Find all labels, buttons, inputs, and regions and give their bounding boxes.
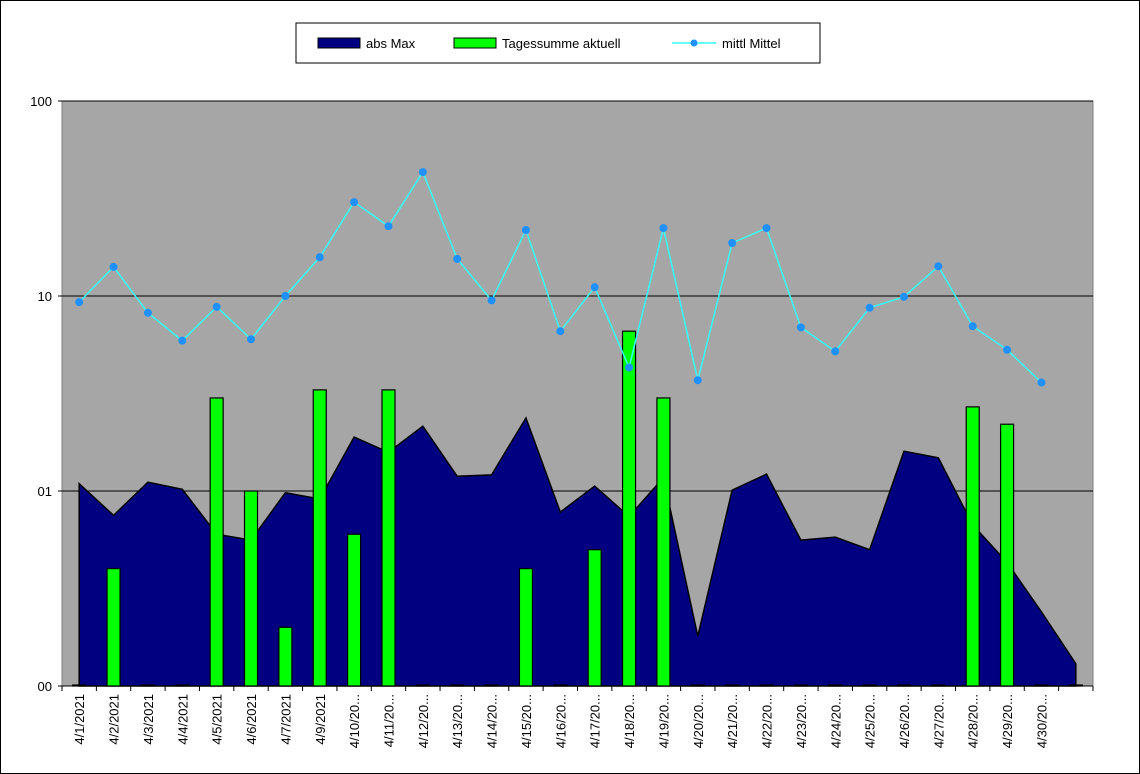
- x-tick-label: 4/29/20...: [1000, 694, 1015, 748]
- marker: [315, 253, 324, 262]
- bar: [621, 330, 637, 687]
- bar: [347, 533, 362, 687]
- marker: [968, 322, 977, 331]
- marker: [831, 347, 840, 356]
- legend-swatch: [690, 39, 698, 47]
- marker: [796, 323, 805, 332]
- marker: [556, 327, 565, 336]
- marker: [453, 254, 462, 263]
- bar: [106, 567, 121, 687]
- x-tick-label: 4/10/20...: [347, 694, 362, 748]
- legend-label: Tagessumme aktuell: [502, 36, 621, 51]
- marker: [1003, 345, 1012, 354]
- marker: [1037, 378, 1046, 387]
- bar: [999, 423, 1015, 687]
- legend-swatch: [453, 37, 497, 49]
- legend-label: mittl Mittel: [722, 36, 781, 51]
- x-tick-label: 4/14/20...: [485, 694, 500, 748]
- x-tick-label: 4/21/20...: [725, 694, 740, 748]
- bar: [656, 397, 671, 687]
- x-tick-label: 4/25/20...: [863, 694, 878, 748]
- marker: [659, 224, 668, 233]
- marker: [212, 302, 221, 311]
- legend-box: [295, 22, 821, 64]
- legend-label: abs Max: [366, 36, 416, 51]
- bar: [312, 389, 327, 687]
- marker: [590, 283, 599, 292]
- marker: [865, 303, 874, 312]
- x-tick-label: 4/18/20...: [622, 694, 637, 748]
- marker: [384, 222, 393, 231]
- x-tick-label: 4/27/20...: [931, 694, 946, 748]
- x-tick-label: 4/4/2021: [175, 694, 190, 745]
- x-tick-label: 4/7/2021: [278, 694, 293, 745]
- x-tick-label: 4/9/2021: [313, 694, 328, 745]
- marker: [899, 292, 908, 301]
- marker: [625, 363, 634, 372]
- marker: [487, 296, 496, 305]
- x-tick-label: 4/20/20...: [691, 694, 706, 748]
- marker: [178, 336, 187, 345]
- y-tick-label: 00: [38, 679, 52, 694]
- x-tick-label: 4/26/20...: [897, 694, 912, 748]
- x-tick-label: 4/6/2021: [244, 694, 259, 745]
- x-tick-label: 4/3/2021: [141, 694, 156, 745]
- x-tick-label: 4/16/20...: [553, 694, 568, 748]
- marker: [521, 226, 530, 235]
- x-tick-label: 4/15/20...: [519, 694, 534, 748]
- x-tick-label: 4/11/20...: [381, 694, 396, 747]
- y-tick-label: 100: [30, 94, 52, 109]
- marker: [75, 298, 84, 307]
- marker: [934, 262, 943, 271]
- x-tick-label: 4/22/20...: [760, 694, 775, 748]
- bar: [518, 567, 534, 687]
- bar: [965, 406, 980, 687]
- y-tick-label: 01: [38, 484, 52, 499]
- x-tick-label: 4/28/20...: [966, 694, 981, 748]
- x-tick-label: 4/13/20...: [450, 694, 465, 748]
- x-tick-label: 4/5/2021: [210, 694, 225, 745]
- marker: [281, 292, 290, 300]
- x-tick-label: 4/12/20...: [416, 694, 431, 748]
- bar: [243, 490, 259, 687]
- marker: [418, 168, 427, 177]
- marker: [350, 198, 359, 207]
- bar: [587, 549, 602, 687]
- x-tick-label: 4/30/20...: [1034, 694, 1049, 748]
- y-tick-label: 10: [38, 289, 52, 304]
- x-tick-label: 4/19/20...: [656, 694, 671, 748]
- marker: [247, 335, 256, 344]
- legend-swatch: [317, 37, 361, 49]
- marker: [762, 224, 771, 233]
- x-tick-label: 4/2/2021: [107, 694, 122, 745]
- marker: [109, 262, 118, 271]
- x-tick-label: 4/1/2021: [72, 694, 87, 745]
- bar: [209, 397, 224, 687]
- x-tick-label: 4/23/20...: [794, 694, 809, 748]
- marker: [728, 238, 737, 247]
- area: [78, 416, 1077, 687]
- bar: [278, 626, 293, 687]
- x-tick-label: 4/24/20...: [828, 694, 843, 748]
- x-tick-label: 4/17/20...: [588, 694, 603, 748]
- bar: [381, 389, 396, 687]
- marker: [693, 376, 702, 385]
- marker: [143, 308, 152, 317]
